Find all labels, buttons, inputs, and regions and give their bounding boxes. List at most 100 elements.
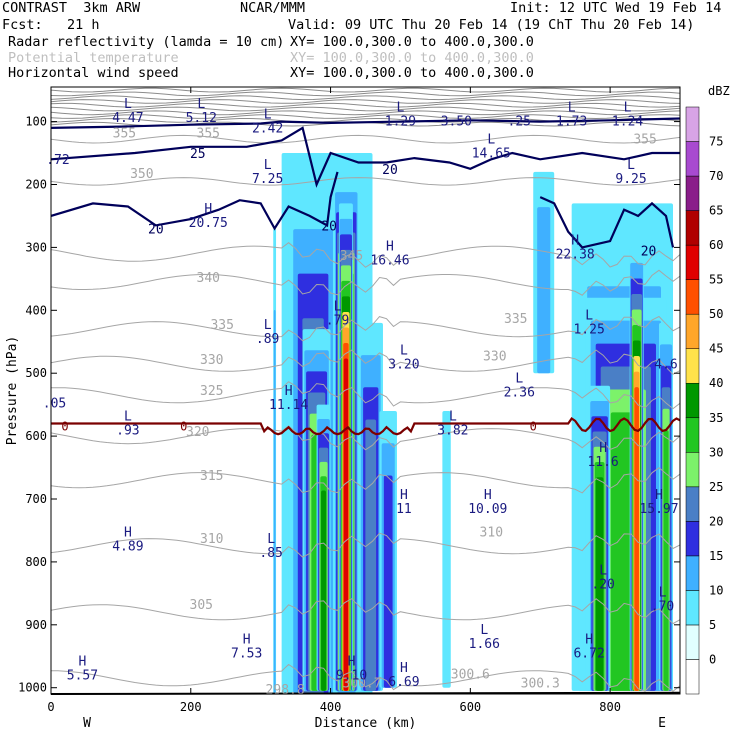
org-label: NCAR/MMM [240,0,306,16]
wind-contour-1 [51,126,680,188]
wind-contour-3 [539,196,675,249]
extremum-type-21: L [515,372,523,387]
theta-contour-300 [51,663,680,692]
extremum-type-27: H [484,488,492,503]
reflectivity-cell-8-2 [383,475,393,688]
extremum-type-26: H [400,488,408,503]
extremum-type-16: L [334,299,342,314]
reflectivity-cell-0-1 [273,309,276,694]
theta-label-5: 310 [200,532,223,547]
colorbar-label-50: 50 [709,307,723,321]
colorbar-swatch-11 [685,279,700,315]
theta-contour-340 [51,269,680,296]
theta-contour-upper-1 [51,91,680,97]
extremum-value-10: 9.25 [615,172,646,187]
colorbar-swatch-14 [685,175,700,211]
wind-label-4: 20 [641,245,657,260]
theta-contour-335 [51,315,680,342]
zero-isotherm [51,416,680,436]
wind-contours [51,117,680,249]
extremum-value-13: 16.46 [370,254,409,269]
reflectivity-cell-14-6 [595,477,604,691]
colorbar-swatch-10 [685,313,700,349]
extremum-value-28: 15.97 [639,502,678,517]
extremum-value-9: 14.65 [472,147,511,162]
y-tick-label-900: 900 [25,618,47,632]
colorbar-label-55: 55 [709,273,723,287]
extremum-type-23: L [124,409,132,424]
extremum-type-13: H [386,240,394,255]
theta-contour-310 [51,532,680,558]
extremum-value-7: 1.24 [612,115,643,130]
extremum-value-3: 1.29 [385,115,416,130]
theta-contour-upper-3 [51,99,680,104]
wind-contour-2 [51,171,339,231]
colorbar-label-5: 5 [709,618,716,632]
extremum-value-34: 7.53 [231,647,262,662]
y-tick-label-800: 800 [25,555,47,569]
theta-label-16: 350 [130,167,153,182]
theta-label-12: 335 [210,318,233,333]
colorbar-label-60: 60 [709,238,723,252]
extremum-type-35: H [585,633,593,648]
y-axis-title: Pressure (hPa) [5,336,20,446]
extremum-value-24: 3.82 [437,423,468,438]
extremum-value-1: 5.12 [186,111,217,126]
theta-label-18: 355 [197,126,220,141]
field-potential-temperature-xy: XY= 100.0,300.0 to 400.0,300.0 [290,50,534,66]
colorbar-swatch-9 [685,348,700,384]
y-tick-label-100: 100 [25,115,47,129]
extremum-value-5: .25 [508,115,531,130]
theta-label-2: 298.8 [266,683,305,698]
theta-contour-upper-5 [51,106,680,112]
extremum-value-27: 10.09 [468,502,507,517]
x-end-label-east: E [658,716,666,731]
extremum-type-29: H [124,526,132,541]
theta-contour-upper-2 [51,95,680,101]
colorbar-label-65: 65 [709,204,723,218]
extremum-value-23: .93 [116,423,139,438]
colorbar-swatch-0 [685,659,700,695]
x-tick-label-0: 0 [47,700,54,714]
extremum-type-10: L [627,158,635,173]
extremum-value-22: .05 [43,396,66,411]
forecast-hour: Fcst: 21 h [2,17,100,33]
colorbar-label-25: 25 [709,480,723,494]
extremum-type-25: H [599,441,607,456]
extremum-value-15: .89 [256,332,279,347]
extremum-value-30: .85 [259,546,282,561]
colorbar-swatch-2 [685,590,700,626]
extremum-type-7: L [624,101,632,116]
y-tick-label-200: 200 [25,177,47,191]
extremum-type-3: L [397,101,405,116]
extremum-value-2: 2.42 [252,121,283,136]
y-tick-label-300: 300 [25,240,47,254]
y-tick-label-600: 600 [25,429,47,443]
theta-label-3: 300.7 [342,677,381,692]
extremum-type-2: L [264,107,272,122]
theta-label-4: 305 [190,598,213,613]
extremum-value-4: 3.50 [441,115,472,130]
y-tick-label-700: 700 [25,492,47,506]
wind-contour-0 [51,117,680,129]
reflectivity-cell-9-0 [442,410,451,688]
theta-contour-350 [51,177,680,186]
reflectivity-field [273,153,674,694]
extremum-value-11: 7.25 [252,172,283,187]
colorbar-label-30: 30 [709,445,723,459]
extremum-type-18: L [585,309,593,324]
theta-label-7: 315 [200,469,223,484]
wind-label-1: 20 [382,163,398,178]
colorbar-swatch-1 [685,624,700,660]
extremum-type-31: L [599,563,607,578]
extremum-value-32: .70 [651,600,674,615]
plot-frame [50,86,681,695]
colorbar-swatch-4 [685,521,700,557]
field-reflectivity-xy: XY= 100.0,300.0 to 400.0,300.0 [290,34,534,50]
extremum-type-38: H [400,661,408,676]
y-tick-label-500: 500 [25,366,47,380]
valid-time: Valid: 09 UTC Thu 20 Feb 14 (19 ChT Thu … [288,17,695,33]
zero-isotherm-line [51,416,680,436]
